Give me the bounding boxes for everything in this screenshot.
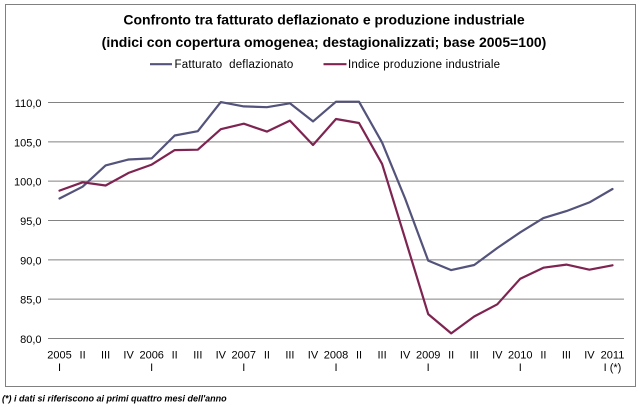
svg-text:IV: IV [123,349,134,361]
svg-text:Fatturato deflazionato: Fatturato deflazionato [175,59,294,71]
svg-text:III: III [193,349,202,361]
svg-text:2006: 2006 [139,349,163,361]
svg-text:II: II [172,349,178,361]
svg-text:III: III [378,349,387,361]
svg-text:I: I [334,362,337,374]
svg-text:100,0: 100,0 [14,177,42,189]
svg-text:IV: IV [308,349,319,361]
svg-text:Confronto tra fatturato deflaz: Confronto tra fatturato deflazionato e p… [123,12,525,28]
svg-text:I: I [519,362,522,374]
svg-text:IV: IV [492,349,503,361]
svg-text:IV: IV [400,349,411,361]
svg-text:II: II [264,349,270,361]
svg-text:I: I [58,362,61,374]
svg-text:80,0: 80,0 [20,334,41,346]
svg-text:2007: 2007 [232,349,256,361]
svg-text:II: II [80,349,86,361]
svg-text:2010: 2010 [508,349,532,361]
svg-text:2008: 2008 [324,349,348,361]
svg-text:85,0: 85,0 [20,295,41,307]
svg-text:(indici con copertura omogenea: (indici con copertura omogenea; destagio… [102,34,547,50]
svg-text:III: III [101,349,110,361]
svg-text:I: I [242,362,245,374]
svg-text:II: II [356,349,362,361]
svg-text:95,0: 95,0 [20,216,41,228]
svg-text:110,0: 110,0 [15,98,42,110]
svg-text:III: III [470,349,479,361]
svg-text:I (*): I (*) [604,362,622,374]
svg-text:III: III [562,349,571,361]
svg-text:105,0: 105,0 [14,137,42,149]
svg-text:IV: IV [216,349,227,361]
svg-text:2005: 2005 [47,349,71,361]
svg-text:II: II [448,349,454,361]
svg-text:III: III [285,349,294,361]
svg-text:90,0: 90,0 [20,255,41,267]
svg-text:I: I [150,362,153,374]
svg-text:II: II [540,349,546,361]
svg-text:Indice produzione industriale: Indice produzione industriale [348,59,500,71]
svg-text:I: I [427,362,430,374]
svg-text:IV: IV [584,349,595,361]
svg-text:2009: 2009 [416,349,440,361]
svg-text:2011: 2011 [601,349,625,361]
svg-text:(*) i dati si riferiscono ai p: (*) i dati si riferiscono ai primi quatt… [2,394,227,404]
